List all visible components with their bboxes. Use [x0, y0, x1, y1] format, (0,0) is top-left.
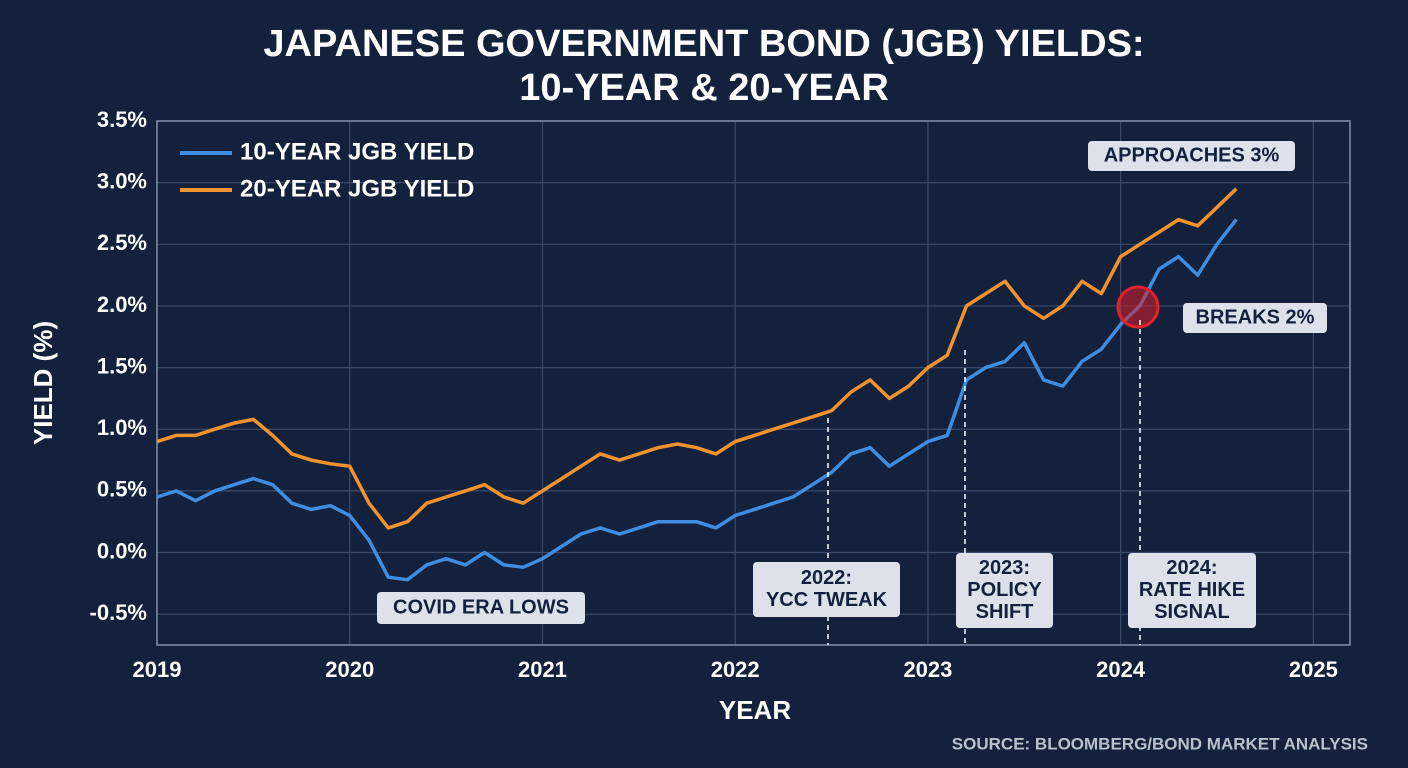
y-tick-label: 0.5%: [97, 477, 147, 502]
y-tick-label: 0.0%: [97, 538, 147, 563]
x-tick-label: 2021: [518, 657, 567, 682]
x-tick-label: 2022: [711, 657, 760, 682]
annotation-text: 2023:: [979, 557, 1030, 579]
annotation-box: [377, 592, 585, 624]
annotation-text: RATE HIKE: [1139, 579, 1245, 601]
y-tick-label: 3.0%: [97, 168, 147, 193]
series-line: [156, 187, 1238, 530]
y-axis-label: YIELD (%): [28, 321, 58, 445]
annotation-text: POLICY: [967, 579, 1042, 601]
y-tick-label: 2.0%: [97, 292, 147, 317]
annotation-text: 2024:: [1166, 557, 1217, 579]
plot-frame: [156, 120, 1351, 646]
x-tick-label: 2025: [1289, 657, 1338, 682]
annotation-text: COVID ERA LOWS: [393, 596, 569, 618]
y-tick-label: 1.0%: [97, 415, 147, 440]
annotation-text: BREAKS 2%: [1196, 306, 1315, 328]
y-tick-label: 1.5%: [97, 353, 147, 378]
chart-title: JAPANESE GOVERNMENT BOND (JGB) YIELDS:: [263, 23, 1144, 65]
annotation-box: [956, 553, 1053, 628]
x-tick-label: 2020: [325, 657, 374, 682]
annotation-box: [1088, 141, 1295, 171]
chart-title: 10-YEAR & 20-YEAR: [519, 67, 889, 109]
y-tick-label: 3.5%: [97, 107, 147, 132]
annotation-text: YCC TWEAK: [766, 589, 888, 611]
y-tick-label: -0.5%: [90, 600, 147, 625]
annotation-text: APPROACHES 3%: [1104, 144, 1280, 166]
annotation-box: [1183, 303, 1327, 333]
annotation-box: [753, 562, 900, 617]
series-line: [156, 218, 1238, 582]
annotation-text: SIGNAL: [1154, 601, 1230, 623]
legend-label: 10-YEAR JGB YIELD: [240, 138, 474, 165]
x-tick-label: 2023: [903, 657, 952, 682]
highlight-circle: [1116, 285, 1160, 329]
annotation-text: 2022:: [801, 567, 852, 589]
source: SOURCE: BLOOMBERG/BOND MARKET ANALYSIS: [952, 734, 1368, 753]
x-tick-label: 2024: [1096, 657, 1146, 682]
annotation-text: SHIFT: [976, 601, 1034, 623]
annotation-box: [1128, 553, 1256, 628]
legend-label: 20-YEAR JGB YIELD: [240, 175, 474, 202]
y-tick-label: 2.5%: [97, 230, 147, 255]
x-tick-label: 2019: [133, 657, 182, 682]
x-axis-label: YEAR: [719, 695, 791, 725]
